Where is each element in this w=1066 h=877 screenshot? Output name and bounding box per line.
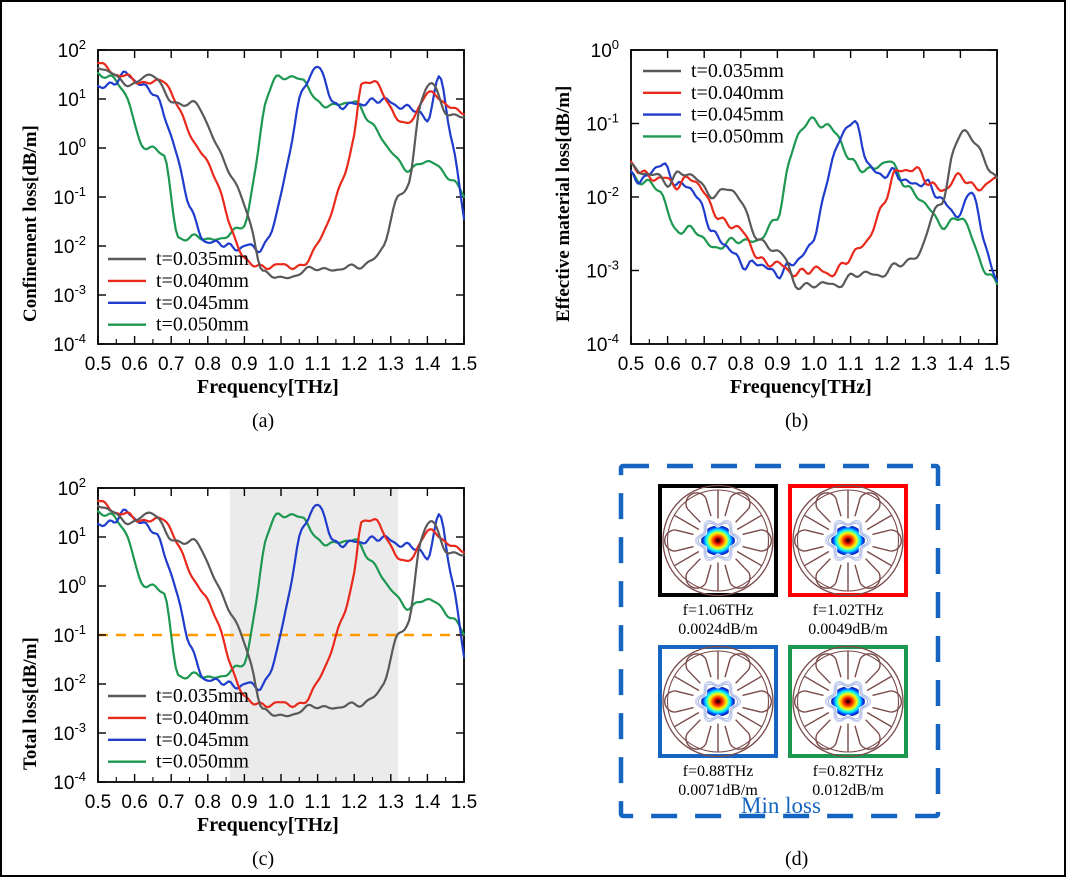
svg-text:0.7: 0.7 xyxy=(158,354,184,375)
svg-text:101: 101 xyxy=(58,524,86,549)
svg-text:0.8: 0.8 xyxy=(195,792,221,813)
svg-text:t=0.035mm: t=0.035mm xyxy=(156,685,249,707)
svg-text:0.6: 0.6 xyxy=(121,792,147,813)
svg-text:100: 100 xyxy=(58,135,86,160)
svg-text:1.5: 1.5 xyxy=(984,354,1010,375)
svg-text:1.0: 1.0 xyxy=(268,354,294,375)
svg-text:10-1: 10-1 xyxy=(586,111,619,136)
svg-text:0.0024dB/m: 0.0024dB/m xyxy=(678,621,758,638)
svg-text:t=0.050mm: t=0.050mm xyxy=(156,751,249,773)
svg-text:0.9: 0.9 xyxy=(764,354,790,375)
svg-text:0.0049dB/m: 0.0049dB/m xyxy=(808,621,888,638)
svg-text:0.5: 0.5 xyxy=(85,792,111,813)
svg-text:0.6: 0.6 xyxy=(121,354,147,375)
svg-text:1.4: 1.4 xyxy=(414,792,441,813)
svg-text:0.8: 0.8 xyxy=(728,354,754,375)
svg-text:1.2: 1.2 xyxy=(341,354,367,375)
svg-text:t=0.040mm: t=0.040mm xyxy=(691,82,784,104)
svg-text:10-3: 10-3 xyxy=(586,258,619,283)
svg-text:1.3: 1.3 xyxy=(378,792,404,813)
svg-text:1.2: 1.2 xyxy=(874,354,900,375)
svg-text:t=0.050mm: t=0.050mm xyxy=(691,125,784,147)
svg-text:t=0.045mm: t=0.045mm xyxy=(156,292,249,314)
svg-text:1.3: 1.3 xyxy=(378,354,404,375)
svg-text:t=0.035mm: t=0.035mm xyxy=(156,248,249,270)
svg-text:t=0.040mm: t=0.040mm xyxy=(156,707,249,729)
svg-text:0.9: 0.9 xyxy=(231,354,257,375)
svg-text:f=0.88THz: f=0.88THz xyxy=(683,763,754,780)
svg-text:10-2: 10-2 xyxy=(53,233,86,258)
svg-text:10-4: 10-4 xyxy=(586,331,619,356)
svg-text:10-2: 10-2 xyxy=(586,184,619,209)
svg-text:1.0: 1.0 xyxy=(268,792,294,813)
svg-text:0.9: 0.9 xyxy=(231,792,257,813)
svg-text:t=0.035mm: t=0.035mm xyxy=(691,60,784,82)
svg-text:0.5: 0.5 xyxy=(85,354,111,375)
svg-text:10-1: 10-1 xyxy=(53,184,86,209)
svg-text:1.4: 1.4 xyxy=(947,354,974,375)
svg-text:1.2: 1.2 xyxy=(341,792,367,813)
svg-text:t=0.040mm: t=0.040mm xyxy=(156,270,249,292)
svg-text:10-3: 10-3 xyxy=(53,282,86,307)
svg-text:102: 102 xyxy=(58,37,86,62)
svg-text:1.1: 1.1 xyxy=(837,354,863,375)
svg-text:10-4: 10-4 xyxy=(53,331,86,356)
svg-text:1.3: 1.3 xyxy=(911,354,937,375)
svg-text:f=1.02THz: f=1.02THz xyxy=(813,602,884,619)
svg-text:102: 102 xyxy=(58,475,86,500)
svg-text:0.5: 0.5 xyxy=(618,354,644,375)
svg-text:1.5: 1.5 xyxy=(451,792,477,813)
svg-text:Min loss: Min loss xyxy=(741,793,821,818)
svg-text:t=0.045mm: t=0.045mm xyxy=(156,729,249,751)
svg-text:1.1: 1.1 xyxy=(304,354,330,375)
svg-text:1.0: 1.0 xyxy=(801,354,827,375)
svg-text:t=0.045mm: t=0.045mm xyxy=(691,104,784,126)
svg-text:0.8: 0.8 xyxy=(195,354,221,375)
svg-text:1.4: 1.4 xyxy=(414,354,441,375)
svg-text:10-3: 10-3 xyxy=(53,720,86,745)
svg-text:t=0.050mm: t=0.050mm xyxy=(156,314,249,336)
svg-text:100: 100 xyxy=(58,573,86,598)
svg-text:101: 101 xyxy=(58,86,86,111)
svg-text:1.1: 1.1 xyxy=(304,792,330,813)
svg-text:10-1: 10-1 xyxy=(53,622,86,647)
svg-text:0.7: 0.7 xyxy=(691,354,717,375)
svg-text:10-2: 10-2 xyxy=(53,671,86,696)
svg-text:0.6: 0.6 xyxy=(654,354,680,375)
svg-text:0.7: 0.7 xyxy=(158,792,184,813)
svg-text:10-4: 10-4 xyxy=(53,769,86,794)
svg-text:1.5: 1.5 xyxy=(451,354,477,375)
svg-text:f=0.82THz: f=0.82THz xyxy=(813,763,884,780)
svg-text:100: 100 xyxy=(591,37,619,62)
svg-text:f=1.06THz: f=1.06THz xyxy=(683,602,754,619)
svg-text:0.012dB/m: 0.012dB/m xyxy=(812,782,884,799)
